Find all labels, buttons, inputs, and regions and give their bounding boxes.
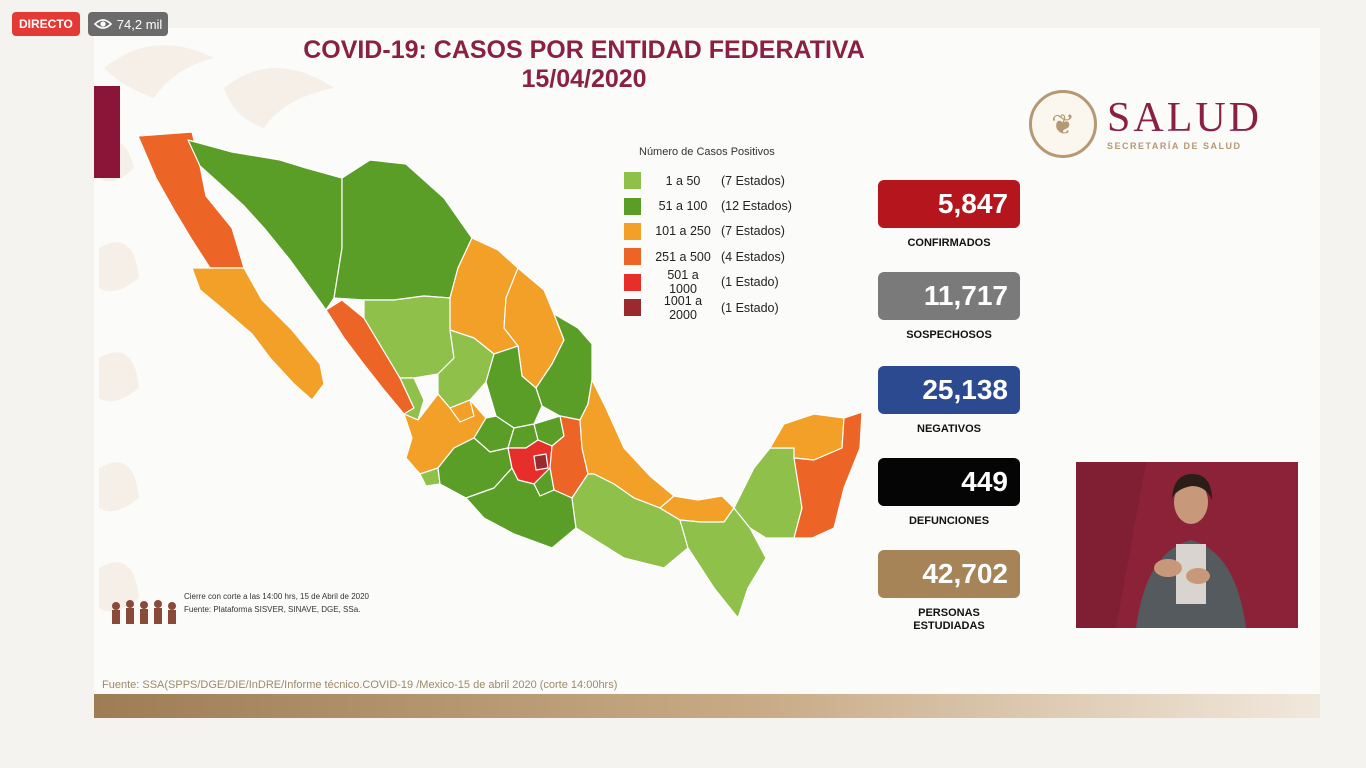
legend-title: Número de Casos Positivos [639, 146, 775, 158]
stream-overlay: DIRECTO 74,2 mil [12, 12, 169, 36]
viewer-count[interactable]: 74,2 mil [87, 12, 169, 36]
state-chiapas [679, 507, 767, 619]
legend-count: (4 Estados) [721, 249, 785, 264]
eagle-seal-icon: ❦ [1029, 90, 1097, 158]
stat-label: PERSONAS ESTUDIADAS [913, 607, 985, 632]
state-baja-california-sur [191, 267, 325, 401]
salud-logo: ❦ SALUD SECRETARÍA DE SALUD [1029, 90, 1262, 158]
legend-item: 501 a 1000 (1 Estado) [614, 268, 814, 297]
legend-swatch [624, 197, 641, 215]
legend-range: 101 a 250 [655, 224, 711, 239]
slide: COVID-19: CASOS POR ENTIDAD FEDERATIVA 1… [94, 28, 1320, 718]
historic-figures-illustration [112, 600, 176, 624]
stat-negativos: 25,138 NEGATIVOS [878, 366, 1020, 436]
state-san-luis-potosi [485, 345, 543, 429]
legend-swatch [624, 273, 641, 291]
title-line-1: COVID-19: CASOS POR ENTIDAD FEDERATIVA [303, 36, 865, 64]
salud-subtitle: SECRETARÍA DE SALUD [1107, 141, 1242, 151]
stat-label: SOSPECHOSOS [906, 329, 992, 341]
stat-sospechosos: 11,717 SOSPECHOSOS [878, 272, 1020, 342]
legend-swatch [624, 222, 641, 240]
stat-label: DEFUNCIONES [908, 515, 990, 527]
legend-count: (1 Estado) [721, 300, 779, 315]
slide-title: COVID-19: CASOS POR ENTIDAD FEDERATIVA 1… [244, 36, 924, 94]
legend-swatch [624, 248, 641, 266]
stat-value: 449 [878, 458, 1020, 506]
legend-count: (7 Estados) [721, 224, 785, 239]
legend-range: 1 a 50 [665, 173, 701, 188]
legend-count: (1 Estado) [721, 275, 779, 290]
stat-value: 25,138 [878, 366, 1020, 414]
stat-personas-estudiadas: 42,702 PERSONAS ESTUDIADAS [878, 550, 1020, 633]
legend-item: 51 a 100 (12 Estados) [614, 193, 814, 218]
legend-range: 1001 a 2000 [663, 293, 703, 322]
stat-label: CONFIRMADOS [907, 237, 991, 249]
slide-accent-bar [94, 86, 120, 178]
viewer-count-text: 74,2 mil [116, 16, 163, 32]
stat-value: 5,847 [878, 180, 1020, 228]
stat-value: 42,702 [878, 550, 1020, 598]
legend-range: 51 a 100 [658, 199, 708, 214]
eye-icon [93, 19, 112, 29]
stat-confirmados: 5,847 CONFIRMADOS [878, 180, 1020, 250]
legend-item: 101 a 250 (7 Estados) [614, 219, 814, 244]
title-line-2: 15/04/2020 [521, 65, 647, 93]
legend-item: 251 a 500 (4 Estados) [614, 244, 814, 269]
state-ciudad-de-mexico [533, 453, 549, 471]
sign-language-interpreter-video [1076, 462, 1298, 628]
slide-bottom-bar [94, 694, 1320, 718]
stat-label: NEGATIVOS [917, 423, 981, 435]
map-footnote: Cierre con corte a las 14:00 hrs, 15 de … [184, 590, 369, 616]
legend-item: 1001 a 2000 (1 Estado) [614, 293, 814, 322]
state-quintana-roo [793, 411, 863, 539]
legend-swatch [624, 172, 641, 190]
live-badge[interactable]: DIRECTO [12, 12, 80, 36]
stat-value: 11,717 [878, 272, 1020, 320]
slide-source: Fuente: SSA(SPPS/DGE/DIE/InDRE/Informe t… [102, 679, 618, 691]
legend-range: 251 a 500 [655, 249, 711, 264]
map-legend: Número de Casos Positivos 1 a 50 (7 Esta… [614, 146, 814, 322]
background-watermark [99, 45, 334, 612]
footnote-source: Fuente: Plataforma SISVER, SINAVE, DGE, … [184, 605, 361, 614]
stat-defunciones: 449 DEFUNCIONES [878, 458, 1020, 528]
legend-count: (12 Estados) [721, 199, 792, 214]
state-chihuahua [333, 159, 473, 301]
legend-count: (7 Estados) [721, 173, 785, 188]
legend-item: 1 a 50 (7 Estados) [614, 168, 814, 193]
legend-range: 501 a 1000 [667, 268, 699, 297]
footnote-cutoff: Cierre con corte a las 14:00 hrs, 15 de … [184, 592, 369, 601]
salud-wordmark: SALUD [1107, 95, 1263, 141]
mexico-choropleth-map [137, 131, 863, 619]
state-guerrero [465, 467, 577, 549]
legend-swatch [624, 299, 641, 317]
state-aguascalientes [449, 399, 475, 423]
